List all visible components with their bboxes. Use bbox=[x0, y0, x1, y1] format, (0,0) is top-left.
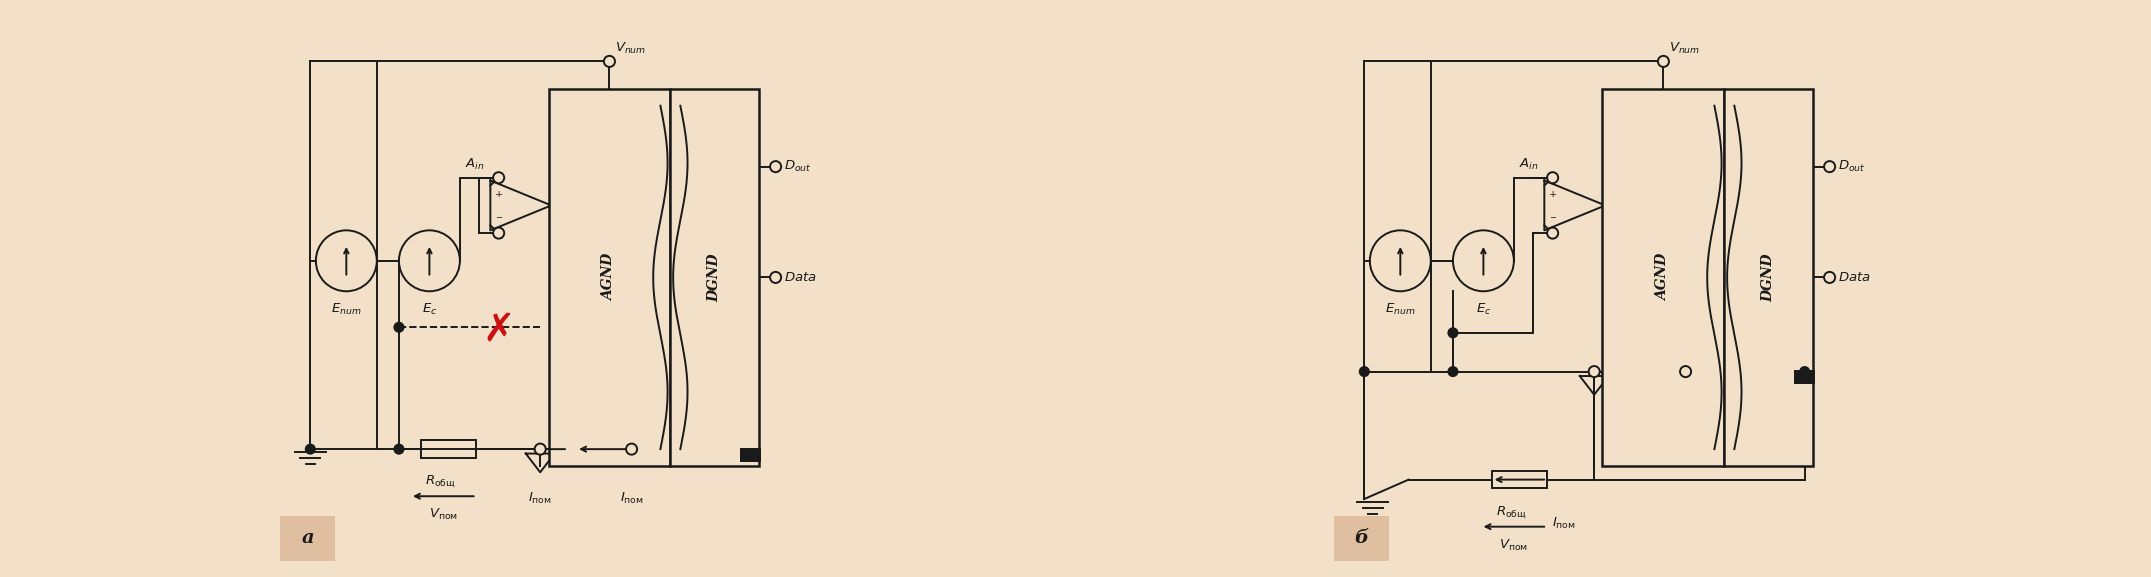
Text: $E_{num}$: $E_{num}$ bbox=[331, 302, 361, 317]
Text: $V_{num}$: $V_{num}$ bbox=[1669, 41, 1699, 56]
Bar bbox=[1794, 370, 1815, 384]
Text: $R_{\rm общ}$: $R_{\rm общ}$ bbox=[1495, 504, 1527, 520]
Text: AGND: AGND bbox=[1656, 254, 1671, 301]
Text: $Data$: $Data$ bbox=[783, 271, 817, 284]
Text: $V_{num}$: $V_{num}$ bbox=[615, 41, 645, 56]
Circle shape bbox=[1448, 327, 1458, 338]
Circle shape bbox=[604, 56, 615, 67]
Bar bbox=[549, 89, 671, 466]
Circle shape bbox=[536, 444, 546, 455]
Text: +: + bbox=[495, 190, 503, 199]
Text: $A_{in}$: $A_{in}$ bbox=[465, 157, 484, 172]
Text: $D_{out}$: $D_{out}$ bbox=[783, 159, 811, 174]
Circle shape bbox=[626, 444, 637, 455]
FancyBboxPatch shape bbox=[1334, 516, 1390, 561]
Circle shape bbox=[1658, 56, 1669, 67]
Text: a: a bbox=[301, 529, 314, 548]
Bar bbox=[1602, 89, 1725, 466]
Circle shape bbox=[1359, 366, 1370, 377]
Circle shape bbox=[493, 227, 503, 239]
Text: $E_c$: $E_c$ bbox=[422, 302, 437, 317]
Text: AGND: AGND bbox=[602, 254, 617, 301]
Text: $D_{out}$: $D_{out}$ bbox=[1837, 159, 1865, 174]
Text: ✗: ✗ bbox=[482, 311, 514, 349]
Text: $E_{num}$: $E_{num}$ bbox=[1385, 302, 1415, 317]
Bar bbox=[740, 448, 761, 462]
Circle shape bbox=[1547, 172, 1557, 183]
Text: DGND: DGND bbox=[1762, 253, 1777, 302]
Circle shape bbox=[1590, 366, 1600, 377]
Text: $R_{\rm общ}$: $R_{\rm общ}$ bbox=[426, 474, 456, 490]
Text: $E_c$: $E_c$ bbox=[1476, 302, 1491, 317]
Text: $I_{\rm пом}$: $I_{\rm пом}$ bbox=[619, 490, 643, 506]
Circle shape bbox=[394, 444, 404, 455]
Circle shape bbox=[493, 172, 503, 183]
Circle shape bbox=[1798, 366, 1811, 377]
Text: $I_{\rm пом}$: $I_{\rm пом}$ bbox=[529, 490, 553, 506]
Text: DGND: DGND bbox=[708, 253, 723, 302]
Circle shape bbox=[1448, 366, 1458, 377]
Circle shape bbox=[1680, 366, 1691, 377]
Text: б: б bbox=[1355, 529, 1368, 548]
Text: $-$: $-$ bbox=[1549, 212, 1557, 220]
FancyBboxPatch shape bbox=[280, 516, 336, 561]
Circle shape bbox=[394, 322, 404, 333]
Text: $-$: $-$ bbox=[495, 212, 503, 220]
Bar bbox=[1491, 471, 1547, 489]
Circle shape bbox=[770, 161, 781, 172]
Bar bbox=[671, 89, 759, 466]
Circle shape bbox=[1824, 161, 1835, 172]
Text: $V_{\rm пом}$: $V_{\rm пом}$ bbox=[1499, 538, 1529, 553]
Bar bbox=[422, 440, 478, 458]
Text: $V_{\rm пом}$: $V_{\rm пом}$ bbox=[428, 507, 458, 522]
Circle shape bbox=[1824, 272, 1835, 283]
Text: $I_{\rm пом}$: $I_{\rm пом}$ bbox=[1551, 516, 1577, 531]
Text: $A_{in}$: $A_{in}$ bbox=[1519, 157, 1538, 172]
Circle shape bbox=[305, 444, 316, 455]
Circle shape bbox=[770, 272, 781, 283]
Bar bbox=[1725, 89, 1813, 466]
Text: $Data$: $Data$ bbox=[1837, 271, 1871, 284]
Circle shape bbox=[1547, 227, 1557, 239]
Text: +: + bbox=[1549, 190, 1557, 199]
